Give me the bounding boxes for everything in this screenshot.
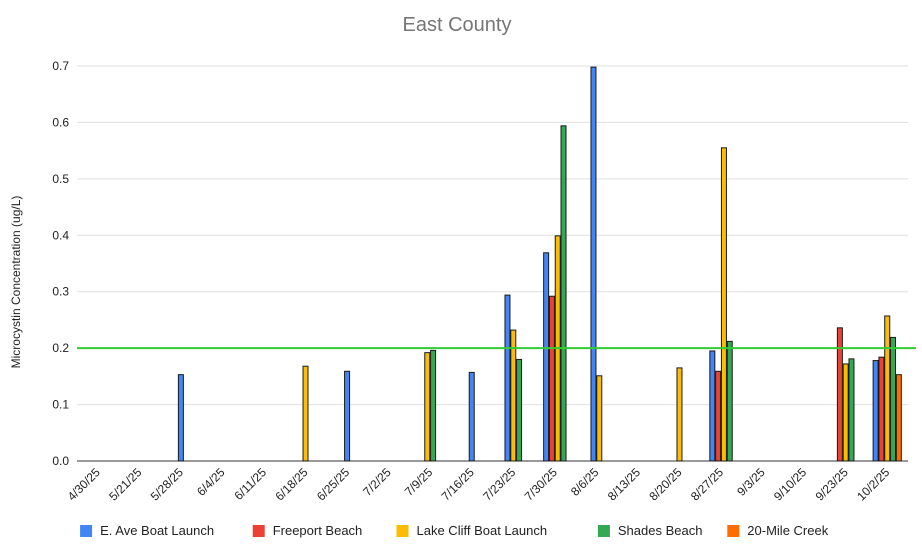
y-axis-ticks: 0.0 0.1 0.2 0.3 0.4 0.5 0.6 0.7	[52, 59, 69, 468]
y-tick-label: 0.5	[52, 172, 69, 186]
bar-lake-cliff-boat-launch-8-20-25	[676, 367, 683, 462]
chart-title: East County	[403, 14, 512, 36]
bar-shades-beach-9-23-25	[848, 358, 855, 462]
bar-freeport-beach-10-2-25	[878, 356, 885, 462]
legend-swatch	[727, 525, 740, 537]
bar-freeport-beach-9-23-25	[836, 327, 843, 462]
x-tick-label: 4/30/25	[65, 465, 103, 503]
y-tick-label: 0.4	[52, 228, 69, 242]
y-axis-label: Microcystin Concentration (ug/L)	[9, 196, 23, 369]
legend-swatch	[252, 525, 265, 537]
bars	[77, 66, 916, 462]
legend-label: Freeport Beach	[273, 523, 363, 538]
bar-e-ave-boat-launch-5-28-25	[177, 374, 184, 462]
bar-freeport-beach-8-27-25	[715, 370, 722, 462]
x-tick-label: 6/18/25	[272, 465, 310, 503]
x-tick-label: 7/16/25	[439, 465, 477, 503]
bar-lake-cliff-boat-launch-9-23-25	[842, 363, 849, 462]
legend-item: Lake Cliff Boat Launch	[396, 523, 548, 538]
x-tick-label: 6/11/25	[232, 465, 270, 503]
x-tick-label: 8/27/25	[688, 465, 726, 503]
x-tick-label: 6/25/25	[314, 465, 352, 503]
legend-item: Freeport Beach	[252, 523, 363, 538]
legend-swatch	[80, 525, 93, 537]
bar-e-ave-boat-launch-10-2-25	[872, 360, 879, 462]
legend-item: 20-Mile Creek	[727, 523, 829, 538]
legend-swatch	[396, 525, 409, 537]
bar-e-ave-boat-launch-6-25-25	[344, 370, 351, 462]
legend-item: E. Ave Boat Launch	[80, 523, 214, 538]
bar-e-ave-boat-launch-8-6-25	[590, 66, 597, 462]
bar-shades-beach-7-30-25	[560, 125, 567, 462]
x-tick-label: 5/28/25	[148, 465, 186, 503]
x-tick-label: 8/20/25	[646, 465, 684, 503]
bar-shades-beach-7-9-25	[430, 349, 437, 462]
x-tick-label: 10/2/25	[854, 465, 892, 503]
legend-label: Shades Beach	[618, 523, 703, 538]
bar-shades-beach-8-27-25	[726, 340, 733, 462]
legend: E. Ave Boat Launch Freeport Beach Lake Cli…	[80, 523, 829, 538]
bar-lake-cliff-boat-launch-10-2-25	[884, 315, 891, 462]
x-axis-ticks: 4/30/25 5/21/25 5/28/25 6/4/25 6/11/25 6/18/2…	[65, 465, 893, 503]
y-tick-label: 0.6	[52, 115, 69, 129]
bar-lake-cliff-boat-launch-8-6-25	[596, 375, 603, 462]
y-tick-label: 0.0	[52, 454, 69, 468]
legend-label: E. Ave Boat Launch	[100, 523, 214, 538]
x-tick-label: 7/23/25	[480, 465, 518, 503]
bar-lake-cliff-boat-launch-8-27-25	[720, 147, 727, 462]
bar-lake-cliff-boat-launch-7-9-25	[424, 352, 431, 462]
x-tick-label: 7/2/25	[360, 465, 394, 499]
y-tick-label: 0.7	[52, 59, 69, 73]
bar-shades-beach-10-2-25	[890, 336, 897, 462]
bar-lake-cliff-boat-launch-6-18-25	[302, 365, 309, 462]
bar-lake-cliff-boat-launch-7-23-25	[510, 329, 517, 462]
bar-e-ave-boat-launch-7-23-25	[504, 294, 511, 462]
bar-e-ave-boat-launch-8-27-25	[709, 350, 716, 462]
x-tick-label: 7/9/25	[402, 465, 436, 499]
x-tick-label: 5/21/25	[106, 465, 144, 503]
bar-e-ave-boat-launch-7-16-25	[468, 371, 475, 462]
legend-swatch	[597, 525, 610, 537]
bar-shades-beach-7-23-25	[516, 358, 523, 462]
bar-e-ave-boat-launch-7-30-25	[543, 252, 550, 462]
y-tick-label: 0.2	[52, 341, 69, 355]
gridlines	[77, 65, 908, 462]
bar-20-mile-creek-10-2-25	[895, 374, 902, 462]
legend-label: 20-Mile Creek	[747, 523, 828, 538]
x-tick-label: 7/30/25	[522, 465, 560, 503]
x-tick-label: 6/4/25	[194, 465, 228, 499]
y-tick-label: 0.3	[52, 285, 69, 299]
x-tick-label: 9/3/25	[734, 465, 768, 499]
legend-label: Lake Cliff Boat Launch	[417, 523, 548, 538]
x-tick-label: 9/10/25	[771, 465, 809, 503]
x-tick-label: 8/6/25	[568, 465, 602, 499]
y-tick-label: 0.1	[52, 398, 69, 412]
x-tick-label: 9/23/25	[813, 465, 851, 503]
x-tick-label: 8/13/25	[605, 465, 643, 503]
legend-item: Shades Beach	[597, 523, 703, 538]
bar-freeport-beach-7-30-25	[548, 295, 555, 462]
